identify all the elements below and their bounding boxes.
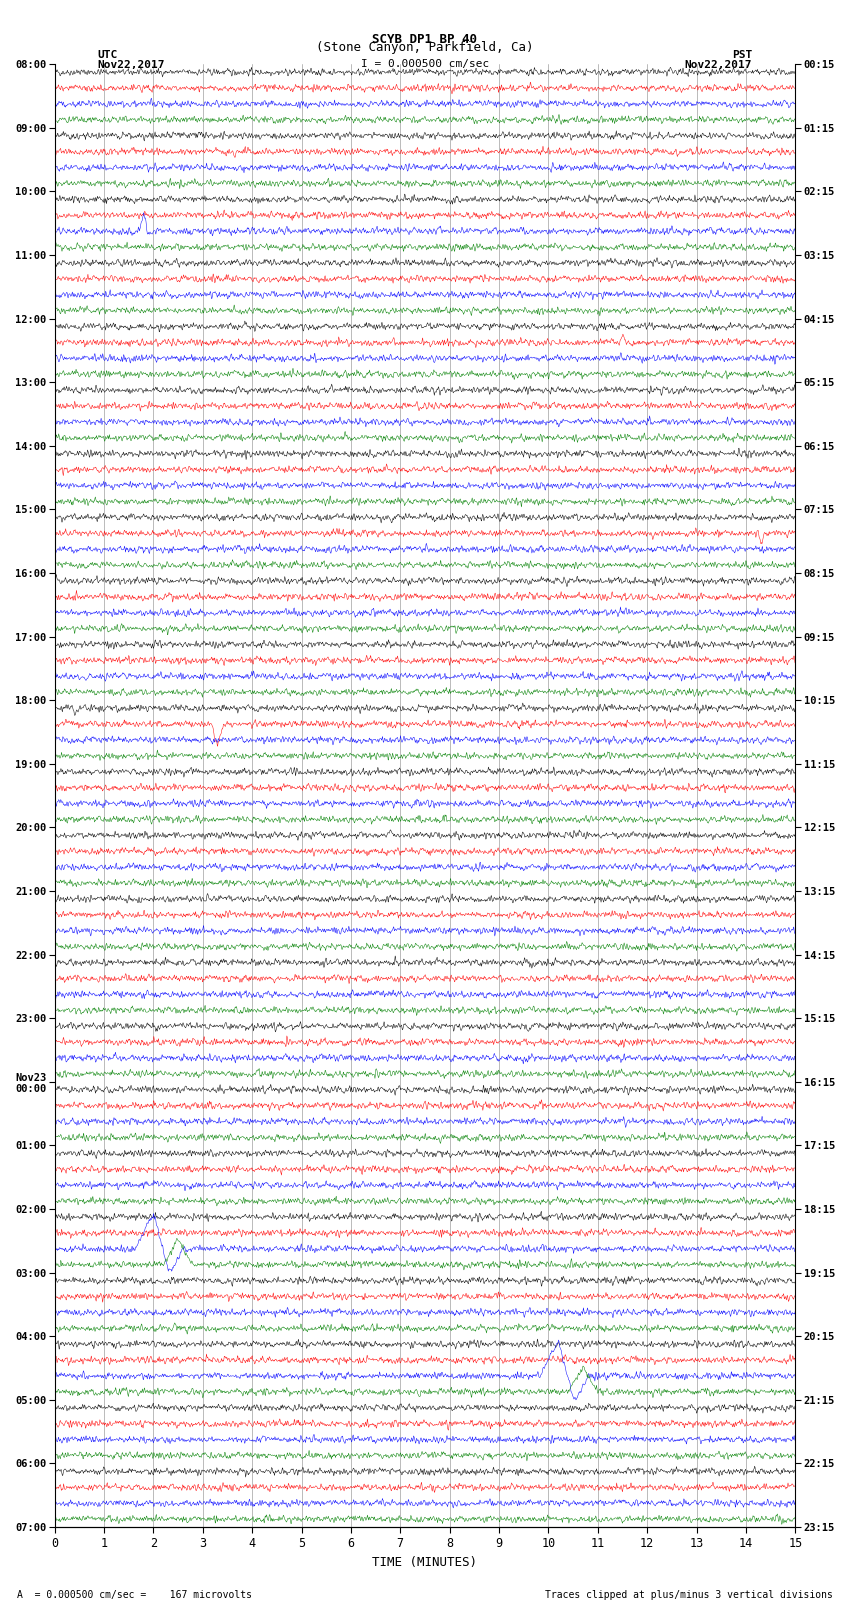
Text: UTC: UTC xyxy=(98,50,118,60)
Text: A  = 0.000500 cm/sec =    167 microvolts: A = 0.000500 cm/sec = 167 microvolts xyxy=(17,1590,252,1600)
Text: Nov22,2017: Nov22,2017 xyxy=(98,60,165,69)
Text: (Stone Canyon, Parkfield, Ca): (Stone Canyon, Parkfield, Ca) xyxy=(316,40,534,55)
X-axis label: TIME (MINUTES): TIME (MINUTES) xyxy=(372,1557,478,1569)
Text: I = 0.000500 cm/sec: I = 0.000500 cm/sec xyxy=(361,58,489,69)
Text: SCYB DP1 BP 40: SCYB DP1 BP 40 xyxy=(372,32,478,47)
Text: Traces clipped at plus/minus 3 vertical divisions: Traces clipped at plus/minus 3 vertical … xyxy=(545,1590,833,1600)
Text: PST: PST xyxy=(732,50,752,60)
Text: Nov22,2017: Nov22,2017 xyxy=(685,60,752,69)
